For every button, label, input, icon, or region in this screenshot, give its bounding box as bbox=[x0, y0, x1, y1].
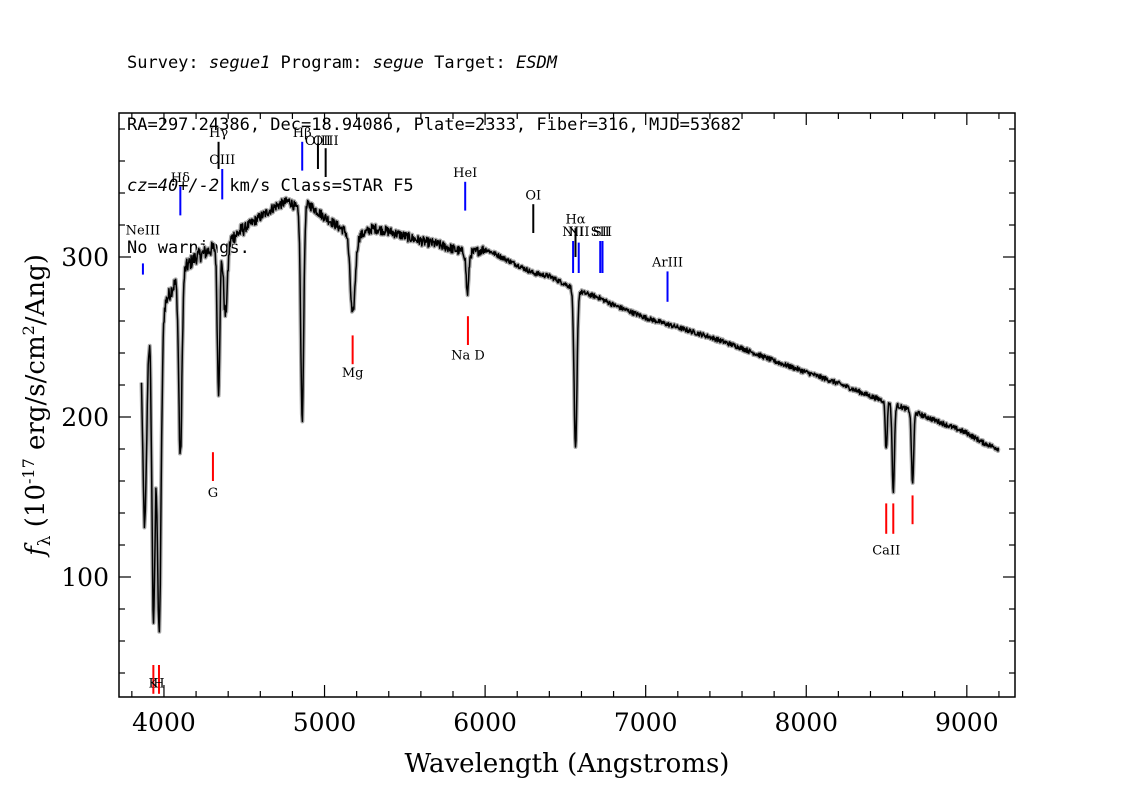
line-label: Hα bbox=[565, 212, 585, 227]
header-segment: Survey: bbox=[127, 53, 209, 73]
line-label: NeIII bbox=[126, 224, 160, 239]
line-label: CaII bbox=[872, 544, 900, 559]
header-line-survey: Survey: segue1 Program: segue Target: ES… bbox=[127, 53, 741, 74]
line-label: K bbox=[149, 676, 159, 691]
header-segment: segue bbox=[372, 53, 424, 73]
header-line-coordinates: RA=297.24386, Dec=18.94086, Plate=2333, … bbox=[127, 114, 742, 135]
x-tick-label: 5000 bbox=[293, 708, 357, 737]
line-label: H bbox=[153, 676, 164, 691]
header-segment: ESDM bbox=[515, 53, 557, 73]
header-segment: Program: bbox=[270, 53, 373, 73]
y-tick-label: 100 bbox=[61, 563, 109, 592]
header-segment: km/s Class=STAR F5 bbox=[219, 176, 414, 196]
x-tick-label: 4000 bbox=[132, 708, 196, 737]
axis-ticks bbox=[119, 113, 1015, 697]
line-label: NII bbox=[562, 225, 584, 240]
x-tick-label: 9000 bbox=[935, 708, 999, 737]
plot-frame bbox=[118, 112, 1016, 698]
line-label: HeI bbox=[453, 166, 477, 181]
spectrum-header: Survey: segue1 Program: segue Target: ES… bbox=[127, 12, 741, 279]
y-axis-title: fλ (10-17 erg/s/cm2/Ang) bbox=[19, 254, 55, 558]
line-label: OIII bbox=[305, 134, 331, 149]
line-label: NII bbox=[568, 225, 590, 240]
line-label: Hβ bbox=[293, 126, 312, 141]
spectrum-line bbox=[140, 196, 1000, 633]
header-segment: segue1 bbox=[208, 53, 271, 73]
header-segment: Target: bbox=[423, 53, 516, 73]
x-tick-label: 8000 bbox=[774, 708, 838, 737]
line-label: OI bbox=[525, 188, 541, 203]
line-label: Na D bbox=[451, 348, 485, 363]
x-tick-label: 6000 bbox=[453, 708, 517, 737]
line-label: Hγ bbox=[209, 126, 228, 141]
header-line-redshift: cz=40+/-2 km/s Class=STAR F5 bbox=[127, 176, 741, 197]
svg-text:fλ (10-17 erg/s/cm2/Ang): fλ (10-17 erg/s/cm2/Ang) bbox=[19, 254, 55, 558]
x-tick-label: 7000 bbox=[614, 708, 678, 737]
header-segment: cz=40+/-2 bbox=[127, 176, 220, 196]
line-label: Hδ bbox=[171, 171, 190, 186]
y-tick-label: 200 bbox=[61, 403, 109, 432]
error-band bbox=[139, 195, 1001, 634]
line-label: G bbox=[208, 486, 218, 501]
x-axis-title: Wavelength (Angstroms) bbox=[405, 749, 730, 779]
line-label: ArIII bbox=[651, 256, 683, 271]
y-tick-label: 300 bbox=[61, 243, 109, 272]
line-label: OIII bbox=[209, 153, 235, 168]
line-label: SII bbox=[591, 225, 610, 240]
axis-tick-labels: 4000 5000 6000 7000 8000 9000 100 200 300 bbox=[61, 243, 998, 737]
line-label: Mg bbox=[342, 366, 364, 381]
line-label: SII bbox=[593, 225, 612, 240]
line-label: OIII bbox=[313, 134, 339, 149]
